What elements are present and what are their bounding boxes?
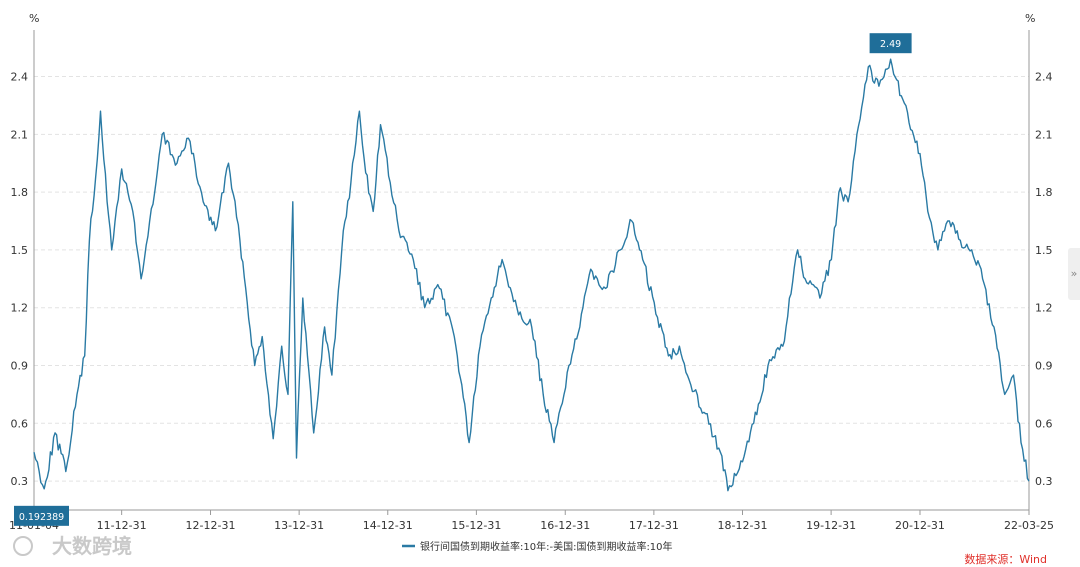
- y-tick-label-left: 2.4: [11, 71, 29, 84]
- x-tick-label: 16-12-31: [540, 519, 590, 532]
- watermark: 大数跨境: [13, 534, 132, 558]
- x-tick-label: 13-12-31: [274, 519, 324, 532]
- x-tick-label: 19-12-31: [806, 519, 856, 532]
- series-line[interactable]: [33, 58, 1030, 492]
- y-tick-label-right: 1.8: [1035, 186, 1053, 199]
- y-tick-label-right: 2.1: [1035, 128, 1053, 141]
- x-tick-label: 14-12-31: [363, 519, 413, 532]
- y-tick-label-left: 1.5: [11, 244, 29, 257]
- data-source-label: 数据来源：Wind: [964, 552, 1047, 566]
- y-axis-unit-left: %: [29, 12, 39, 25]
- x-tick-label: 11-12-31: [97, 519, 147, 532]
- x-tick-label: 12-12-31: [186, 519, 236, 532]
- y-tick-label-right: 0.6: [1035, 417, 1053, 430]
- x-tick-label: 17-12-31: [629, 519, 679, 532]
- annotations: 0.192389 2.49: [14, 33, 912, 526]
- y-tick-label-left: 0.3: [11, 475, 29, 488]
- x-tick-label: 22-03-25: [1004, 519, 1054, 532]
- x-tick-label: 15-12-31: [451, 519, 501, 532]
- y-tick-label-left: 0.6: [11, 417, 29, 430]
- callout-box: [869, 33, 912, 54]
- y-tick-label-left: 1.8: [11, 186, 29, 199]
- series-lines: [33, 58, 1030, 492]
- y-tick-label-right: 0.9: [1035, 360, 1053, 373]
- x-tick-label: 18-12-31: [718, 519, 768, 532]
- axes: 0.3 0.3 0.6 0.6 0.9 0.9 1.2 1.2 1.5 1.5 1.8 1.8 2.1 2…: [9, 30, 1054, 532]
- legend-label: 银行间国债到期收益率:10年:-美国:国债到期收益率:10年: [420, 540, 673, 553]
- side-panel-toggle[interactable]: »: [1068, 248, 1080, 300]
- legend[interactable]: 银行间国债到期收益率:10年:-美国:国债到期收益率:10年: [402, 540, 673, 553]
- watermark-text: 大数跨境: [52, 534, 132, 558]
- gridlines: [34, 76, 1029, 482]
- watermark-logo-icon: [13, 536, 33, 556]
- callout-label: 2.49: [880, 39, 901, 50]
- y-tick-label-left: 1.2: [11, 302, 29, 315]
- y-tick-label-right: 1.5: [1035, 244, 1053, 257]
- y-axis-unit-right: %: [1025, 12, 1035, 25]
- y-tick-label-left: 0.9: [11, 360, 29, 373]
- y-tick-label-left: 2.1: [11, 128, 29, 141]
- callout-box: [14, 505, 69, 526]
- y-tick-label-right: 2.4: [1035, 71, 1053, 84]
- y-tick-label-right: 1.2: [1035, 302, 1053, 315]
- callout-label: 0.192389: [19, 512, 64, 523]
- x-tick-label: 20-12-31: [895, 519, 945, 532]
- y-tick-label-right: 0.3: [1035, 475, 1053, 488]
